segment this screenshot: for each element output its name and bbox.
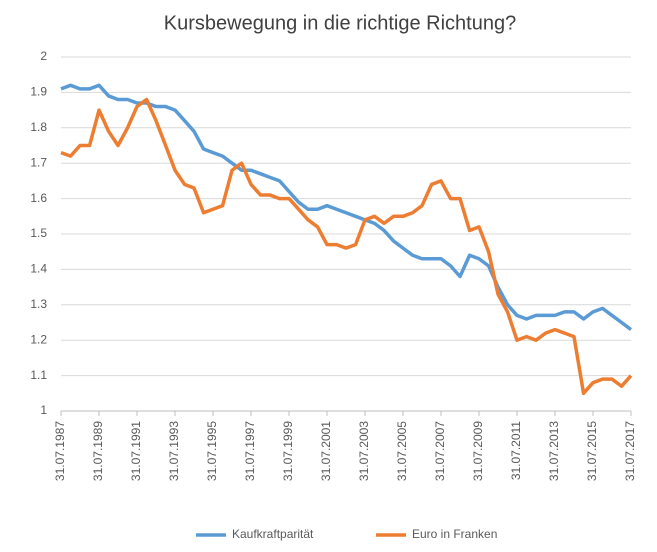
chart-title: Kursbewegung in die richtige Richtung? [164,12,516,34]
x-tick-label: 31.07.1991 [129,421,143,481]
y-tick-label: 1.1 [30,368,47,382]
y-tick-label: 1.4 [30,262,47,276]
y-tick-label: 1 [40,403,47,417]
x-tick-label: 31.07.1993 [167,421,181,481]
x-tick-label: 31.07.1995 [205,421,219,481]
x-tick-label: 31.07.2011 [509,421,523,480]
x-tick-label: 31.07.1989 [91,421,105,481]
legend-label: Kaufkraftparität [232,527,314,541]
x-tick-label: 31.07.2017 [623,421,637,481]
x-tick-label: 31.07.2009 [471,421,485,481]
y-tick-label: 1.3 [30,297,47,311]
y-tick-label: 1.2 [30,332,47,346]
y-tick-label: 1.5 [30,226,47,240]
x-tick-label: 31.07.1987 [53,421,67,481]
x-tick-label: 31.07.1997 [243,421,257,481]
y-tick-label: 1.6 [30,191,47,205]
y-tick-label: 1.9 [30,85,47,99]
legend-label: Euro in Franken [412,527,497,541]
x-tick-label: 31.07.2007 [433,421,447,481]
y-tick-label: 2 [40,49,47,63]
x-tick-label: 31.07.2013 [547,421,561,481]
x-tick-label: 31.07.2001 [319,421,333,481]
x-tick-label: 31.07.2005 [395,421,409,481]
y-tick-label: 1.7 [30,155,47,169]
y-tick-label: 1.8 [30,120,47,134]
x-tick-label: 31.07.2015 [585,421,599,481]
series-line [60,97,633,396]
series-line [60,83,633,331]
x-tick-label: 31.07.2003 [357,421,371,481]
x-tick-label: 31.07.1999 [281,421,295,481]
